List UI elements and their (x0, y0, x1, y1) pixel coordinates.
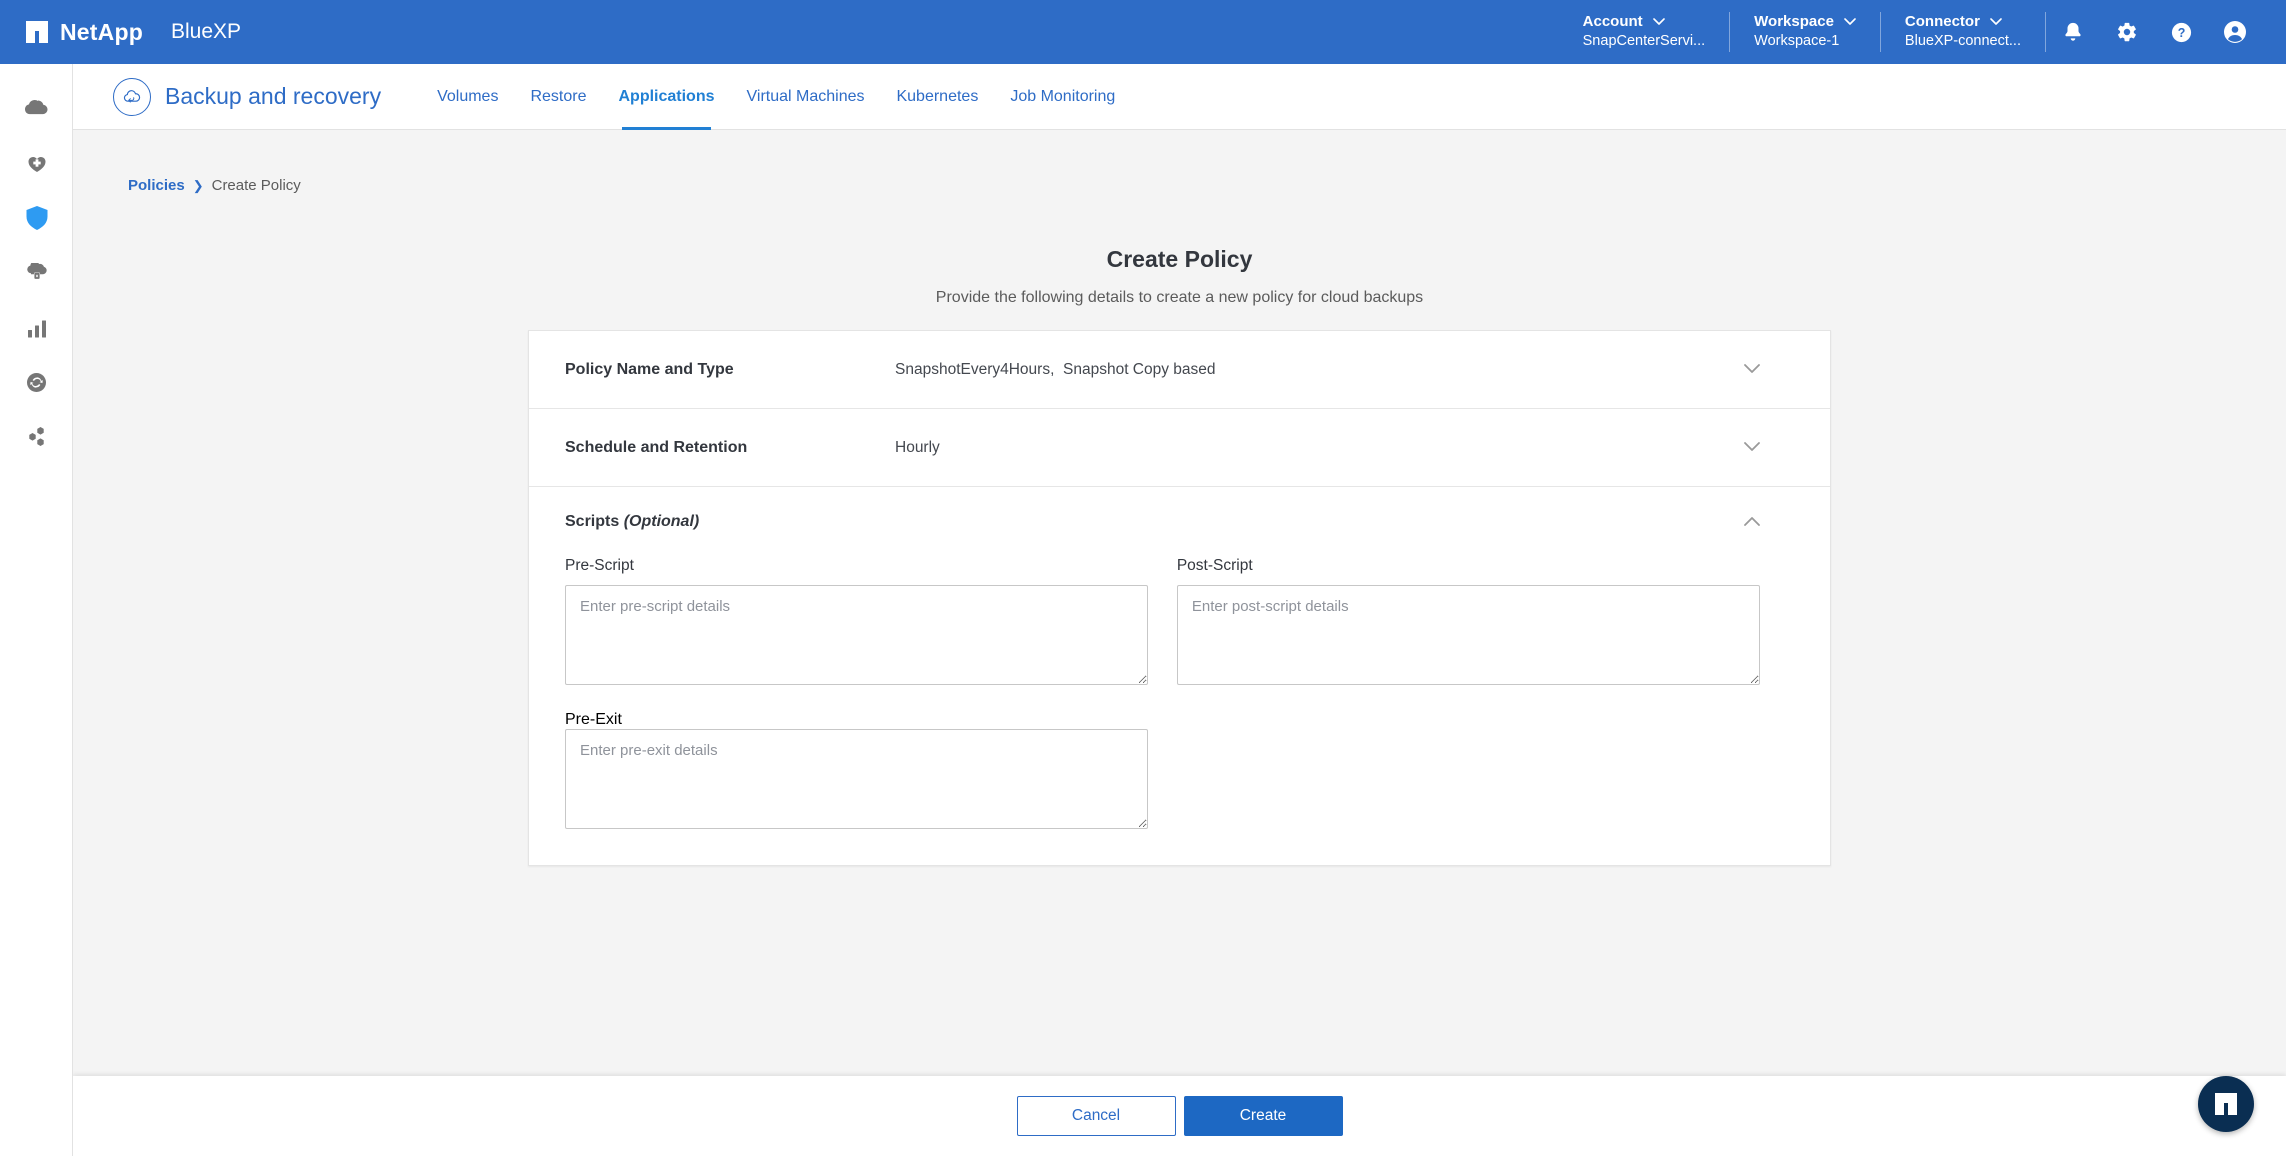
svg-text:?: ? (2177, 25, 2185, 39)
